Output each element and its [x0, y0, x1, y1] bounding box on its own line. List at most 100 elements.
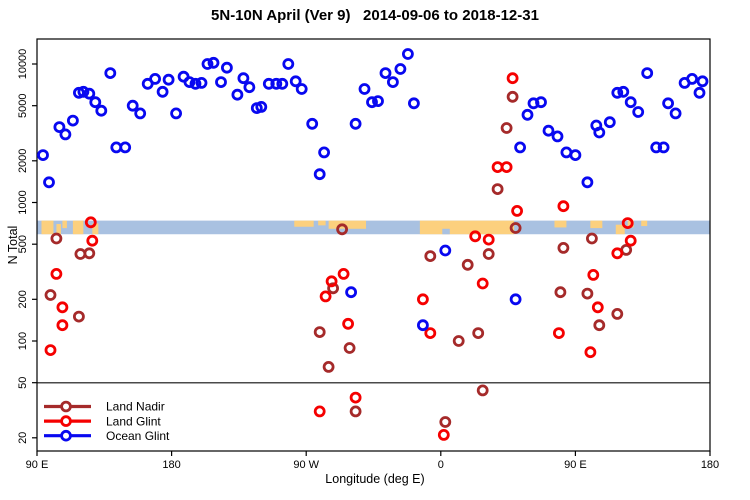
- legend-label: Land Glint: [106, 414, 161, 428]
- data-point-ocean-glint: [255, 101, 268, 113]
- data-point-ocean-glint: [394, 63, 407, 75]
- data-point-land-glint: [557, 200, 570, 213]
- data-point-ocean-glint: [276, 77, 289, 90]
- data-point-land-nadir: [327, 282, 340, 295]
- data-point-ocean-glint: [183, 76, 196, 88]
- data-point-ocean-glint: [89, 96, 102, 109]
- data-point-ocean-glint: [162, 73, 175, 86]
- y-tick-label: 1000: [17, 190, 29, 214]
- y-tick-label: 2000: [17, 149, 29, 173]
- data-point-land-glint: [500, 161, 513, 174]
- data-point-land-glint: [437, 428, 450, 441]
- data-point-land-nadir: [506, 90, 519, 103]
- data-point-ocean-glint: [358, 83, 371, 95]
- data-point-ocean-glint: [521, 108, 534, 121]
- y-tick-label: 20: [17, 432, 29, 444]
- map-band-land: [294, 220, 314, 227]
- data-point-ocean-glint: [243, 81, 256, 94]
- data-point-ocean-glint: [306, 117, 319, 130]
- data-point-ocean-glint: [641, 67, 654, 79]
- y-tick-label: 100: [17, 332, 29, 350]
- data-point-land-glint: [349, 391, 362, 404]
- data-point-ocean-glint: [416, 319, 429, 332]
- map-band-ocean: [37, 220, 710, 235]
- data-point-ocean-glint: [237, 72, 250, 85]
- data-point-land-nadir: [611, 307, 624, 320]
- y-tick-label: 5000: [17, 93, 29, 117]
- data-point-ocean-glint: [43, 176, 55, 189]
- data-point-land-nadir: [50, 232, 63, 245]
- data-point-land-nadir: [439, 416, 452, 428]
- data-point-land-glint: [325, 275, 338, 288]
- data-point-land-glint: [56, 319, 69, 332]
- y-tick-label: 200: [17, 290, 29, 308]
- data-point-ocean-glint: [569, 149, 582, 162]
- data-point-land-nadir: [491, 183, 504, 196]
- data-point-ocean-glint: [366, 96, 378, 109]
- data-point-ocean-glint: [170, 107, 183, 120]
- map-band-land: [554, 220, 567, 228]
- data-point-land-glint: [469, 230, 482, 243]
- data-point-ocean-glint: [134, 107, 147, 120]
- map-band-land: [419, 220, 515, 235]
- data-point-ocean-glint: [126, 99, 139, 112]
- data-point-land-glint: [84, 216, 97, 229]
- data-point-land-glint: [86, 234, 99, 247]
- data-point-land-glint: [506, 72, 519, 85]
- x-tick-label: 90 E: [564, 459, 587, 471]
- data-point-ocean-glint: [693, 86, 706, 99]
- data-point-land-glint: [313, 405, 326, 418]
- x-tick-label: 180: [701, 459, 719, 471]
- data-point-ocean-glint: [650, 141, 663, 154]
- data-point-ocean-glint: [270, 77, 283, 90]
- data-point-ocean-glint: [514, 141, 526, 154]
- data-point-land-glint: [424, 327, 437, 340]
- legend-label: Land Nadir: [106, 400, 165, 414]
- data-point-land-nadir: [336, 223, 349, 236]
- data-point-land-nadir: [44, 289, 57, 301]
- map-band-land: [62, 220, 67, 229]
- data-point-land-glint: [50, 267, 63, 280]
- data-point-ocean-glint: [535, 96, 547, 109]
- map-band-land: [641, 220, 648, 227]
- data-point-land-glint: [342, 317, 355, 330]
- legend-marker: [60, 400, 72, 413]
- data-point-ocean-glint: [669, 107, 682, 120]
- data-point-ocean-glint: [313, 168, 326, 181]
- data-point-land-glint: [621, 217, 634, 230]
- data-point-ocean-glint: [439, 244, 452, 257]
- data-point-ocean-glint: [83, 87, 96, 100]
- plot-box: [36, 38, 711, 452]
- data-point-land-nadir: [349, 405, 362, 418]
- data-point-ocean-glint: [617, 85, 630, 98]
- data-point-ocean-glint: [551, 130, 564, 143]
- data-point-ocean-glint: [149, 73, 162, 85]
- data-point-ocean-glint: [195, 77, 208, 89]
- data-point-ocean-glint: [119, 141, 132, 154]
- data-point-land-glint: [56, 301, 69, 314]
- data-point-ocean-glint: [289, 75, 302, 88]
- data-point-ocean-glint: [386, 76, 399, 88]
- data-point-ocean-glint: [401, 48, 414, 60]
- data-point-ocean-glint: [189, 77, 202, 90]
- data-point-land-glint: [511, 204, 523, 217]
- data-point-ocean-glint: [59, 128, 72, 141]
- data-point-land-nadir: [581, 287, 594, 300]
- data-point-ocean-glint: [231, 88, 244, 101]
- x-tick-label: 90 E: [26, 459, 49, 471]
- data-point-land-glint: [44, 344, 57, 357]
- x-tick-label: 90 W: [293, 459, 319, 471]
- data-point-ocean-glint: [696, 75, 709, 88]
- data-point-land-nadir: [83, 247, 96, 260]
- x-axis-label: Longitude (deg E): [325, 472, 425, 486]
- data-point-land-nadir: [593, 319, 606, 332]
- x-tick-label: 0: [438, 459, 444, 471]
- data-point-land-glint: [587, 268, 600, 281]
- data-point-ocean-glint: [215, 76, 227, 88]
- data-point-land-nadir: [343, 342, 356, 354]
- data-point-ocean-glint: [603, 116, 616, 129]
- data-point-land-nadir: [500, 122, 513, 134]
- data-point-ocean-glint: [67, 114, 79, 127]
